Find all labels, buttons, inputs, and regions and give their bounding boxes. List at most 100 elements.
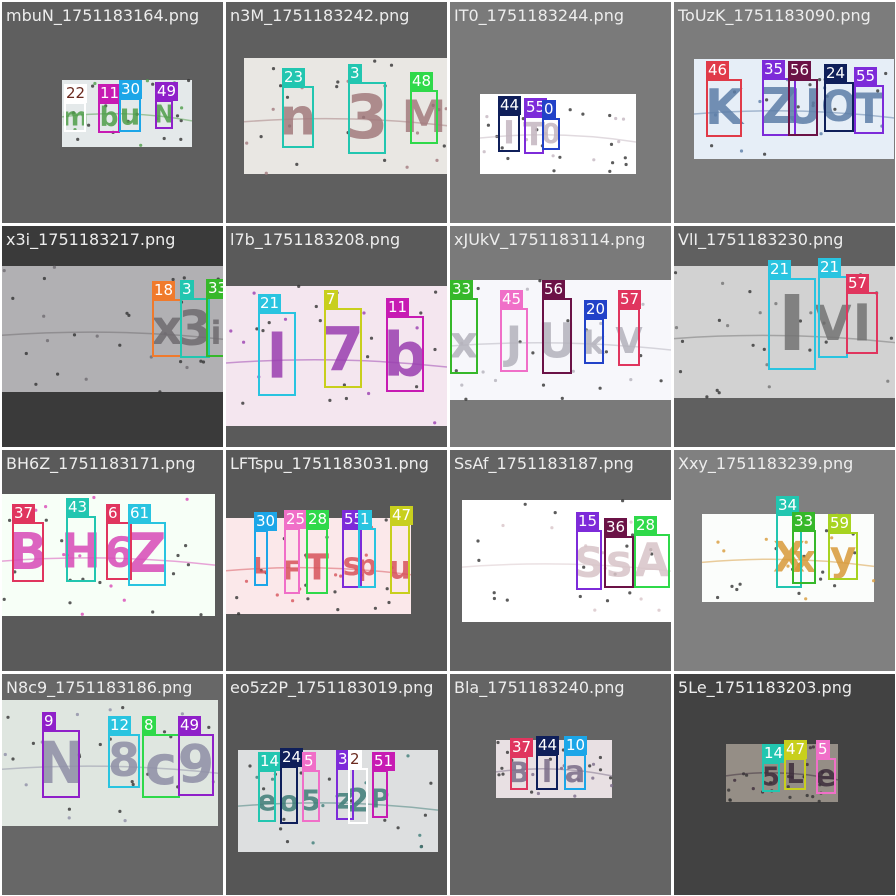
- noise-dot: [631, 533, 635, 537]
- noise-dot: [853, 551, 857, 555]
- captcha-char: J: [503, 316, 523, 369]
- noise-dot: [185, 497, 189, 501]
- noise-dot: [279, 84, 283, 88]
- captcha-char: 8: [108, 733, 140, 787]
- box-class-label: 49: [155, 82, 179, 101]
- bounding-box: 25: [284, 510, 308, 594]
- noise-dot: [261, 329, 265, 333]
- noise-dot: [798, 319, 802, 323]
- noise-dot: [584, 544, 588, 548]
- noise-dot: [593, 608, 597, 612]
- captcha-char: e: [257, 784, 277, 818]
- noise-dot: [389, 63, 394, 67]
- noise-dot: [876, 89, 880, 93]
- box-class-label: 5: [816, 740, 830, 759]
- bounding-box: 34: [776, 496, 802, 588]
- noise-dot: [62, 553, 66, 557]
- noise-dot: [819, 577, 823, 581]
- tile-filename: n3M_1751183242.png: [230, 6, 410, 25]
- noise-dot: [460, 383, 464, 387]
- mosaic-tile: N8c9_1751183186.png N 8 c 9 9 12 8 49: [2, 674, 223, 895]
- bounding-box: 12: [108, 716, 140, 788]
- noise-dot: [588, 764, 592, 768]
- box-class-label: 59: [828, 514, 852, 533]
- noise-dot: [321, 804, 325, 808]
- noise-dot: [811, 101, 815, 105]
- noise-dot: [558, 155, 562, 159]
- noise-dot: [151, 82, 155, 86]
- captcha-char: c: [145, 734, 177, 797]
- mosaic-tile: VlI_1751183230.png I V I 21 21 57: [674, 226, 895, 447]
- noise-dot: [311, 841, 315, 845]
- box-class-label: 46: [706, 61, 730, 80]
- noise-dot: [733, 778, 737, 782]
- bounding-box: 44: [536, 736, 560, 790]
- noise-dot: [67, 807, 71, 811]
- noise-dot: [500, 146, 504, 150]
- bounding-box: 21: [258, 294, 296, 396]
- noise-dot: [790, 775, 794, 779]
- noise-dot: [738, 582, 742, 586]
- bounding-box: 49: [178, 716, 214, 796]
- noise-dot: [611, 161, 615, 165]
- noise-dot: [71, 111, 76, 115]
- noise-dot: [582, 565, 586, 569]
- noise-dot: [262, 787, 266, 791]
- noise-dot: [805, 793, 809, 798]
- noise-dot: [199, 359, 203, 363]
- tile-filename: LFTspu_1751183031.png: [230, 454, 429, 473]
- noise-dot: [505, 750, 510, 754]
- noise-dot: [252, 291, 256, 295]
- noise-dot: [244, 579, 249, 583]
- noise-dot: [264, 171, 268, 175]
- noise-dot: [283, 317, 288, 321]
- noise-dot: [184, 544, 188, 548]
- noise-dot: [786, 785, 790, 789]
- noise-dot: [306, 597, 310, 601]
- noise-dot: [460, 341, 464, 345]
- noise-dot: [833, 107, 837, 111]
- noise-dot: [415, 385, 419, 389]
- noise-dot: [291, 599, 295, 603]
- captcha-char: A: [634, 533, 670, 587]
- captcha-char: P: [371, 784, 390, 814]
- box-class-label: 35: [762, 60, 786, 79]
- noise-dot: [415, 131, 420, 135]
- captcha-char: U: [538, 313, 577, 369]
- box-class-label: 49: [178, 716, 202, 735]
- noise-dot: [369, 336, 374, 340]
- noise-dot: [884, 71, 888, 76]
- noise-dot: [821, 770, 825, 774]
- noise-dot: [285, 840, 290, 844]
- mosaic-tile: BH6Z_1751183171.png B H 6 Z 37 43 6 61: [2, 450, 223, 671]
- noise-dot: [314, 304, 318, 309]
- noise-dot: [788, 795, 792, 799]
- bounding-box: 20: [584, 300, 608, 364]
- noise-dot: [125, 311, 129, 315]
- noise-dot: [598, 386, 602, 390]
- noise-dot: [24, 351, 28, 356]
- noise-dot: [242, 340, 246, 344]
- noise-dot: [641, 302, 645, 306]
- bounding-box: 5: [816, 740, 836, 794]
- box-class-label: 25: [284, 510, 308, 529]
- noise-dot: [162, 730, 167, 734]
- noise-dot: [501, 772, 505, 776]
- noise-dot: [610, 784, 614, 788]
- noise-dot: [802, 554, 806, 558]
- noise-dot: [127, 313, 131, 317]
- noise-dot: [614, 116, 618, 121]
- noise-dot: [629, 520, 633, 524]
- noise-dot: [44, 518, 48, 522]
- captcha-char: B: [508, 756, 530, 790]
- noise-dot: [811, 745, 815, 749]
- noise-dot: [830, 536, 834, 540]
- noise-dot: [804, 597, 808, 601]
- noise-dot: [418, 833, 422, 837]
